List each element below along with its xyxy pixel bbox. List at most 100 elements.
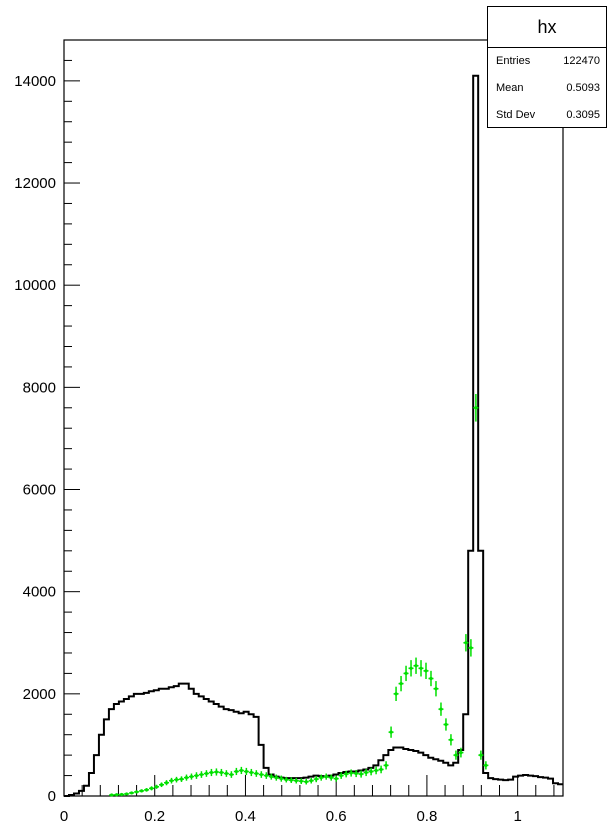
y-tick-label: 12000 [14,175,56,192]
data-point [378,765,384,774]
data-point [403,665,409,682]
data-point [258,771,264,778]
data-point [428,670,434,687]
data-point [463,634,469,652]
x-tick-label: 0.8 [416,808,437,825]
point-marker [389,730,393,734]
point-marker [179,777,184,781]
point-marker [354,771,358,776]
data-point [353,769,359,778]
x-tick-label: 0.6 [326,808,347,825]
point-marker [115,793,119,797]
data-point [298,778,304,784]
data-point [313,776,319,783]
data-point [393,686,399,701]
data-point [308,777,314,784]
point-marker [274,776,278,780]
point-marker [120,792,124,797]
y-tick-label: 6000 [23,482,56,499]
data-point [248,768,254,777]
data-point [164,780,170,786]
point-marker [199,772,204,777]
data-point [398,675,404,692]
point-marker [189,774,194,779]
data-point [323,773,329,780]
point-marker [479,753,483,757]
point-marker [129,791,134,795]
data-point [358,770,364,778]
point-marker [434,687,438,691]
point-marker [224,771,229,776]
data-point [109,793,115,797]
data-point [278,775,284,782]
data-point [368,767,374,776]
data-point [263,772,269,779]
data-point [134,790,140,794]
series-markers [109,393,489,797]
point-marker [319,776,323,780]
data-point [288,777,294,783]
data-point [383,761,389,770]
point-marker [149,786,154,790]
point-marker [169,779,174,783]
data-point [149,786,155,791]
y-tick-label: 14000 [14,73,56,90]
data-point [198,771,204,778]
stats-row-stddev: Std Dev 0.3095 [488,102,606,129]
point-marker [439,707,443,711]
data-point [388,726,394,738]
data-point [273,774,279,781]
x-tick-label: 0.2 [144,808,165,825]
point-marker [409,666,413,670]
stats-label: Entries [496,55,531,67]
data-point [483,761,489,770]
point-marker [334,777,338,781]
point-marker [229,772,233,777]
data-point [343,770,349,778]
point-marker [359,772,363,776]
point-marker [364,770,368,775]
data-point [448,734,454,746]
point-marker [139,789,144,793]
data-point [144,788,150,792]
stats-row-entries: Entries 122470 [488,48,606,75]
data-point [188,773,194,780]
point-marker [414,664,418,668]
point-marker [329,776,333,780]
point-marker [294,779,298,783]
point-marker [125,792,129,796]
point-marker [184,776,189,780]
data-point [154,784,160,789]
x-tick-label: 0.4 [235,808,256,825]
point-marker [159,783,164,787]
point-marker [464,641,468,645]
point-marker [444,722,448,727]
data-point [213,768,219,776]
x-tick-label: 0 [60,808,68,825]
point-marker [469,646,473,650]
y-tick-label: 10000 [14,277,56,294]
data-point [178,776,184,782]
data-point [413,657,419,674]
data-point [408,660,414,677]
data-point [169,777,175,784]
point-marker [174,778,179,782]
plot-frame [63,39,564,797]
data-point [114,793,120,797]
stats-box: hx Entries 122470 Mean 0.5093 Std Dev 0.… [487,6,607,128]
point-marker [194,773,199,778]
point-marker [284,778,288,782]
data-point [268,773,274,780]
data-point [119,792,125,797]
x-tick-label: 1 [513,808,521,825]
point-marker [474,406,478,410]
point-marker [214,770,219,774]
data-point [228,771,234,778]
y-tick-label: 2000 [23,686,56,703]
point-marker [299,779,303,783]
data-point [338,772,344,779]
stats-row-mean: Mean 0.5093 [488,75,606,102]
point-marker [154,785,159,789]
point-marker [279,777,283,781]
data-point [458,747,464,758]
